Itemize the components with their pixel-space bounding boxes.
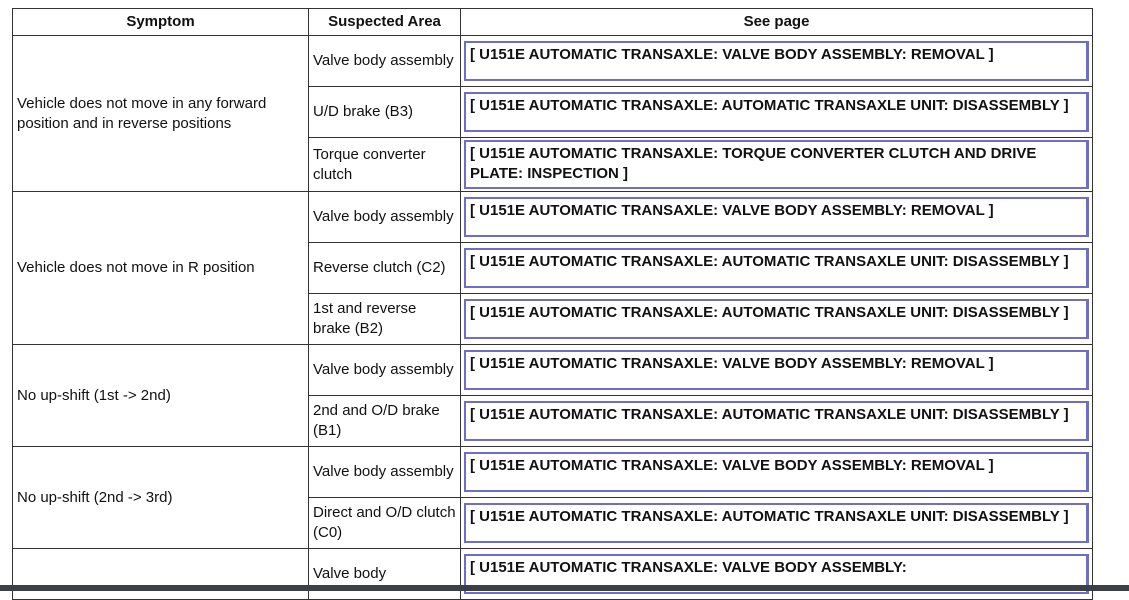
symptom-cell: Vehicle does not move in any forward pos… (12, 35, 309, 192)
see-page-cell: [ U151E AUTOMATIC TRANSAXLE: VALVE BODY … (460, 35, 1093, 87)
see-page-link[interactable]: [ U151E AUTOMATIC TRANSAXLE: VALVE BODY … (464, 41, 1089, 81)
see-page-link[interactable]: [ U151E AUTOMATIC TRANSAXLE: AUTOMATIC T… (464, 92, 1089, 132)
symptom-cell: No up-shift (2nd -> 3rd) (12, 446, 309, 549)
table-row: Direct and O/D clutch (C0)[ U151E AUTOMA… (13, 497, 1093, 549)
see-page-cell: [ U151E AUTOMATIC TRANSAXLE: AUTOMATIC T… (460, 497, 1093, 549)
header-row: Symptom Suspected Area See page (12, 8, 1093, 36)
see-page-link[interactable]: [ U151E AUTOMATIC TRANSAXLE: AUTOMATIC T… (464, 248, 1089, 288)
see-page-cell: [ U151E AUTOMATIC TRANSAXLE: AUTOMATIC T… (460, 86, 1093, 138)
see-page-link[interactable]: [ U151E AUTOMATIC TRANSAXLE: VALVE BODY … (464, 452, 1089, 492)
suspected-area-cell: Torque converter clutch (308, 137, 461, 192)
symptom-cell: No up-shift (1st -> 2nd) (12, 344, 309, 447)
see-page-cell: [ U151E AUTOMATIC TRANSAXLE: VALVE BODY … (460, 191, 1093, 243)
see-page-link[interactable]: [ U151E AUTOMATIC TRANSAXLE: AUTOMATIC T… (464, 401, 1089, 441)
symptom-cell (12, 548, 309, 600)
see-page-link[interactable]: [ U151E AUTOMATIC TRANSAXLE: TORQUE CONV… (464, 140, 1089, 189)
header-see-page: See page (460, 8, 1093, 36)
table-row: No up-shift (2nd -> 3rd) Valve body assem… (12, 446, 1093, 549)
suspected-area-cell: Direct and O/D clutch (C0) (308, 497, 461, 549)
suspected-area-cell: 1st and reverse brake (B2) (308, 293, 461, 345)
symptom-cell: Vehicle does not move in R position (12, 191, 309, 345)
suspected-area-cell: Valve body assembly (308, 446, 461, 498)
see-page-cell: [ U151E AUTOMATIC TRANSAXLE: VALVE BODY … (460, 344, 1093, 396)
see-page-link[interactable]: [ U151E AUTOMATIC TRANSAXLE: VALVE BODY … (464, 197, 1089, 237)
suspected-area-cell: Valve body assembly (308, 344, 461, 396)
table-row: Vehicle does not move in R position Valve… (12, 191, 1093, 345)
table-row: Vehicle does not move in any forward pos… (12, 35, 1093, 192)
see-page-link[interactable]: [ U151E AUTOMATIC TRANSAXLE: VALVE BODY … (464, 350, 1089, 390)
suspected-area-cell: Reverse clutch (C2) (308, 242, 461, 294)
suspected-area-cell: Valve body assembly (308, 191, 461, 243)
suspected-area-cell: Valve body (308, 548, 461, 600)
header-suspected-area: Suspected Area (308, 8, 461, 36)
header-symptom: Symptom (12, 8, 309, 36)
suspected-area-cell: U/D brake (B3) (308, 86, 461, 138)
table-row: U/D brake (B3)[ U151E AUTOMATIC TRANSAXL… (13, 86, 1093, 138)
see-page-link[interactable]: [ U151E AUTOMATIC TRANSAXLE: AUTOMATIC T… (464, 299, 1089, 339)
table-row: 2nd and O/D brake (B1)[ U151E AUTOMATIC … (13, 395, 1093, 447)
symptom-table: Symptom Suspected Area See page Vehicle … (12, 8, 1093, 600)
bottom-bar (0, 585, 1129, 591)
suspected-area-cell: 2nd and O/D brake (B1) (308, 395, 461, 447)
see-page-cell: [ U151E AUTOMATIC TRANSAXLE: VALVE BODY … (460, 446, 1093, 498)
see-page-cell: [ U151E AUTOMATIC TRANSAXLE: TORQUE CONV… (460, 137, 1093, 192)
table-row: Valve body[ U151E AUTOMATIC TRANSAXLE: V… (12, 548, 1093, 600)
see-page-cell: [ U151E AUTOMATIC TRANSAXLE: AUTOMATIC T… (460, 242, 1093, 294)
see-page-link[interactable]: [ U151E AUTOMATIC TRANSAXLE: AUTOMATIC T… (464, 503, 1089, 543)
suspected-area-cell: Valve body assembly (308, 35, 461, 87)
see-page-cell: [ U151E AUTOMATIC TRANSAXLE: VALVE BODY … (460, 548, 1093, 600)
table-row: No up-shift (1st -> 2nd) Valve body assem… (12, 344, 1093, 447)
table-row: 1st and reverse brake (B2)[ U151E AUTOMA… (13, 293, 1093, 345)
table-row: Reverse clutch (C2)[ U151E AUTOMATIC TRA… (13, 242, 1093, 294)
see-page-cell: [ U151E AUTOMATIC TRANSAXLE: AUTOMATIC T… (460, 395, 1093, 447)
see-page-cell: [ U151E AUTOMATIC TRANSAXLE: AUTOMATIC T… (460, 293, 1093, 345)
